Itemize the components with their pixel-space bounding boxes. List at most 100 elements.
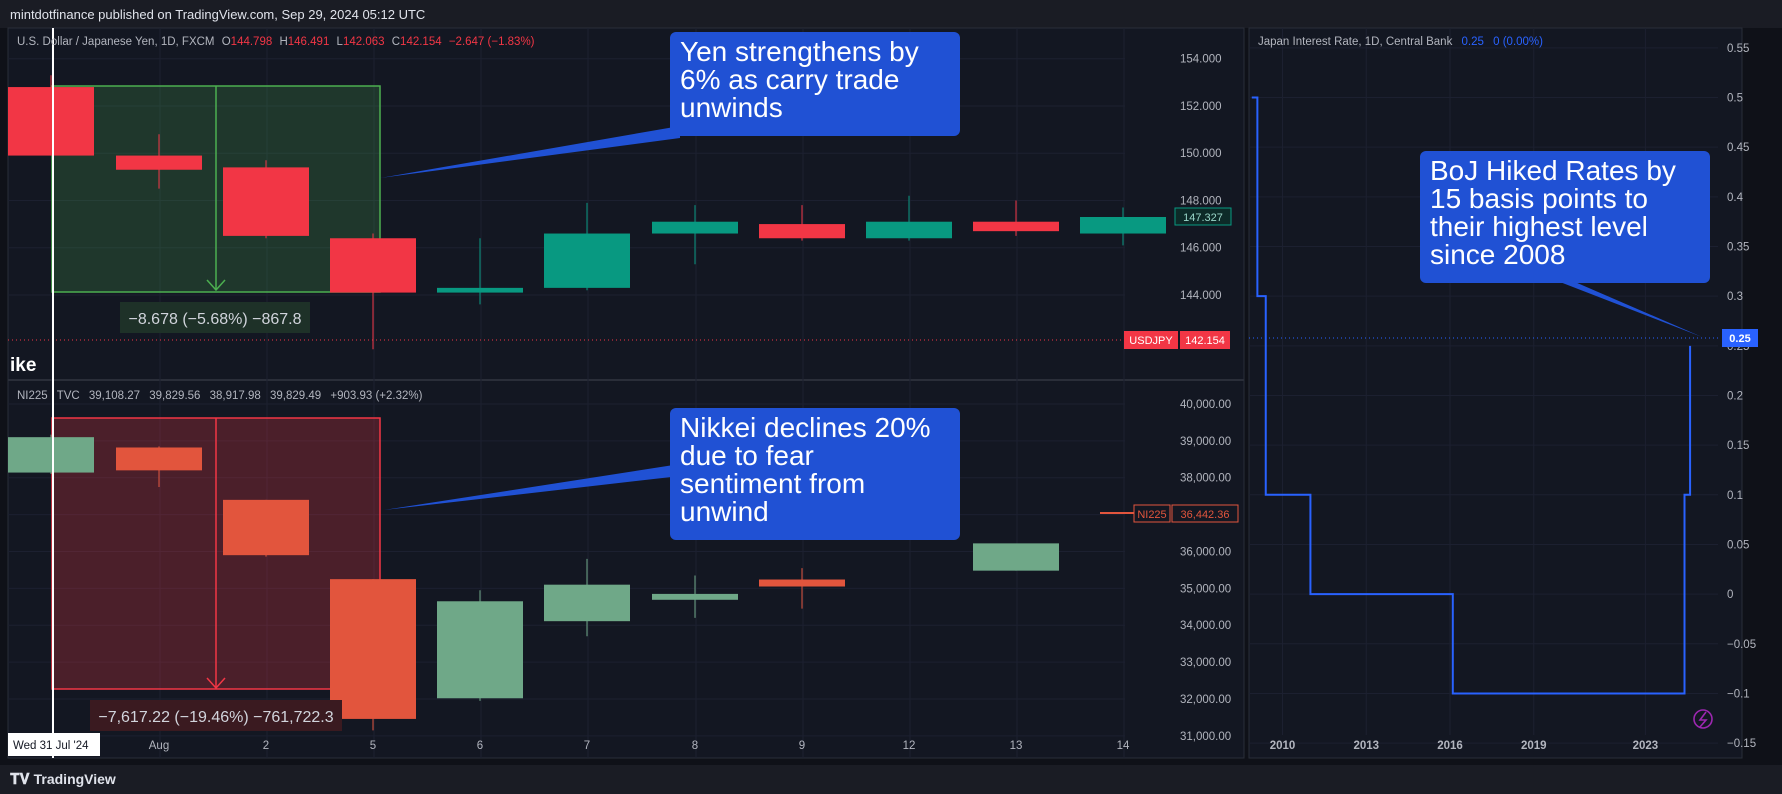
price-axis-tick: 39,000.00	[1180, 436, 1231, 448]
rate-pane-frame	[1248, 27, 1743, 759]
price-axis-tick: 33,000.00	[1180, 657, 1231, 669]
time-axis-tick: 7	[584, 740, 590, 752]
price-axis-tick: 0.2	[1727, 390, 1743, 402]
usdjpy-change: −2.647 (−1.83%)	[449, 36, 535, 48]
price-axis-tick: 0.5	[1727, 93, 1743, 105]
yen-callout-line-2: 6% as carry trade	[680, 64, 900, 95]
price-axis-tick: 0.3	[1727, 291, 1743, 303]
nikkei-source: TVC	[57, 390, 80, 402]
tradingview-logo-icon: 𝐓𝐕	[10, 771, 30, 788]
nikkei-callout[interactable]: Nikkei declines 20% due to fear sentimen…	[670, 408, 960, 540]
nikkei-close: 39,829.49	[270, 390, 321, 402]
tradingview-logo[interactable]: 𝐓𝐕 TradingView	[10, 771, 116, 788]
usdjpy-low: 142.063	[343, 36, 385, 48]
nikkei-price-tag-bg	[1171, 504, 1239, 523]
usdjpy-close: 142.154	[400, 36, 442, 48]
price-axis-tick: 34,000.00	[1180, 620, 1231, 632]
candle-body[interactable]	[759, 579, 845, 587]
rate-time-tick: 2016	[1437, 740, 1463, 752]
nikkei-change: +903.93 (+2.32%)	[330, 390, 422, 402]
usdjpy-price-axis[interactable]: 154.000 152.000 150.000 148.000 146.000 144.0…	[1180, 54, 1222, 302]
time-axis-tick: 14	[1117, 740, 1130, 752]
nikkei-symbol-tag: NI225	[1137, 509, 1166, 521]
candle-body[interactable]	[759, 224, 845, 239]
candle-body[interactable]	[116, 155, 202, 170]
time-axis[interactable]: Aug 2 5 6 7 8 9 12 13 14	[149, 740, 1130, 752]
boj-callout-line-2: 15 basis points to	[1430, 183, 1648, 214]
interest-rate-line	[1251, 96, 1692, 695]
time-axis-tick: 12	[903, 740, 916, 752]
rate-time-tick: 2023	[1633, 740, 1659, 752]
publisher-header: mintdotfinance published on TradingView.…	[0, 0, 1782, 28]
candle-body[interactable]	[330, 579, 416, 719]
price-axis-tick: 0.15	[1727, 440, 1749, 452]
pane-label: ike	[10, 355, 36, 376]
candle-body[interactable]	[1080, 216, 1166, 234]
price-axis-tick: 0.4	[1727, 192, 1744, 204]
time-axis-tick: 8	[692, 740, 698, 752]
price-axis-tick: 0.55	[1727, 43, 1749, 55]
candle-body[interactable]	[437, 601, 523, 699]
boj-callout[interactable]: BoJ Hiked Rates by 15 basis points to th…	[1420, 151, 1710, 283]
cursor-date-label: Wed 31 Jul '24	[13, 740, 89, 752]
candle-body[interactable]	[973, 543, 1059, 571]
nikkei-legend[interactable]: NI225 TVC 39,108.27 39,829.56 38,917.98 …	[17, 390, 423, 402]
cursor-date-label-bg	[8, 733, 100, 756]
candle-body[interactable]	[330, 238, 416, 293]
price-axis-tick: 36,000.00	[1180, 546, 1231, 558]
candle-body[interactable]	[652, 221, 738, 234]
usdjpy-last-tag-bg	[1174, 207, 1232, 226]
nikkei-symbol-tag-bg	[1133, 504, 1171, 523]
time-axis-tick: Aug	[149, 740, 169, 752]
price-axis-tick: −0.15	[1727, 738, 1756, 750]
usdjpy-measure-label-bg	[120, 302, 310, 333]
usdjpy-low-label: L	[337, 36, 344, 48]
usdjpy-high-label: H	[279, 36, 287, 48]
candle-body[interactable]	[8, 87, 94, 156]
price-axis-tick: 0.45	[1727, 142, 1749, 154]
nikkei-price-axis[interactable]: 40,000.0039,000.0038,000.0037,000.0036,0…	[1180, 399, 1231, 743]
price-axis-tick: 32,000.00	[1180, 694, 1231, 706]
candle-body[interactable]	[866, 221, 952, 239]
price-axis-tick: −0.1	[1727, 688, 1750, 700]
candle-body[interactable]	[544, 233, 630, 288]
price-axis-tick: 38,000.00	[1180, 473, 1231, 485]
tradingview-logo-text: TradingView	[33, 771, 116, 787]
boj-callout-line-3: their highest level	[1430, 211, 1648, 242]
price-axis-tick: 152.000	[1180, 101, 1222, 113]
rate-legend-change: 0 (0.00%)	[1493, 36, 1543, 48]
candle-body[interactable]	[652, 593, 738, 600]
usdjpy-candles	[8, 75, 1166, 350]
usdjpy-high: 146.491	[288, 36, 330, 48]
candle-body[interactable]	[973, 221, 1059, 232]
candle-body[interactable]	[223, 167, 309, 236]
price-axis-tick: 154.000	[1180, 54, 1222, 66]
price-axis-tick: 31,000.00	[1180, 731, 1231, 743]
candle-body[interactable]	[116, 447, 202, 471]
candle-body[interactable]	[437, 287, 523, 293]
nikkei-high: 39,829.56	[149, 390, 200, 402]
time-axis-tick: 13	[1010, 740, 1023, 752]
publisher-text: mintdotfinance published on TradingView.…	[10, 7, 426, 22]
yen-callout[interactable]: Yen strengthens by 6% as carry trade unw…	[670, 32, 960, 136]
candle-body[interactable]	[544, 584, 630, 622]
rate-price-axis[interactable]: 0.55 0.5 0.45 0.4 0.35 0.3 0.25 0.2 0.15 0.1 0.05 0…	[1727, 43, 1756, 750]
lightning-icon[interactable]	[1693, 709, 1713, 729]
nikkei-callout-line-1: Nikkei declines 20%	[680, 412, 931, 443]
price-axis-tick: 144.000	[1180, 290, 1222, 302]
candle-body[interactable]	[8, 437, 94, 473]
nikkei-callout-line-3: sentiment from	[680, 468, 866, 499]
nikkei-callout-line-2: due to fear	[680, 440, 814, 471]
candle-body[interactable]	[223, 499, 309, 556]
rate-time-axis[interactable]: 2010 2013 2016 2019 2023	[1270, 740, 1659, 752]
usdjpy-callout-pointer	[380, 126, 680, 178]
nikkei-legend-name: NI225	[17, 390, 48, 402]
rate-legend[interactable]: Japan Interest Rate, 1D, Central Bank 0.…	[1258, 36, 1543, 48]
usdjpy-price-tag: 142.154	[1185, 335, 1225, 347]
yen-callout-line-3: unwinds	[680, 92, 783, 123]
usdjpy-legend[interactable]: U.S. Dollar / Japanese Yen, 1D, FXCM O14…	[17, 36, 535, 48]
interest-rate-series[interactable]	[1251, 96, 1692, 695]
rate-time-tick: 2019	[1521, 740, 1547, 752]
